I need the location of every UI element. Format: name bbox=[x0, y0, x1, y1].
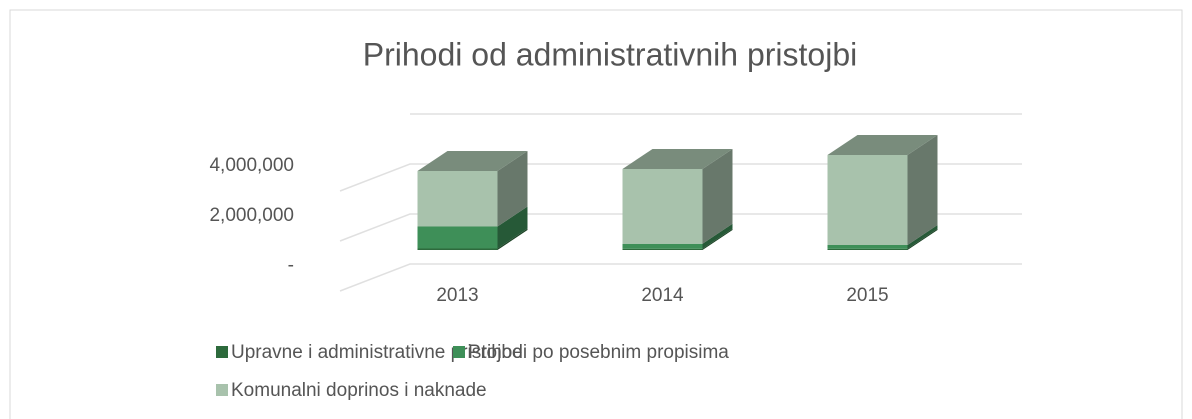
bar-side bbox=[702, 223, 733, 249]
legend-swatch bbox=[453, 346, 465, 358]
x-tick-label: 2013 bbox=[436, 285, 478, 306]
y-tick-label: 4,000,000 bbox=[209, 155, 294, 176]
bar-top bbox=[417, 151, 528, 171]
x-tick-label: 2015 bbox=[846, 285, 888, 306]
bar-side bbox=[702, 149, 733, 244]
legend-label: Komunalni doprinos i naknade bbox=[231, 380, 487, 401]
legend-swatch bbox=[216, 384, 228, 396]
bar-side bbox=[907, 228, 938, 250]
grid-line bbox=[339, 263, 1022, 292]
bar-side bbox=[497, 151, 528, 227]
bar-segment bbox=[417, 226, 498, 249]
bar-segment bbox=[622, 169, 703, 244]
legend-label: Prihodi po posebnim propisima bbox=[468, 342, 729, 363]
bar-segment bbox=[622, 248, 703, 250]
bar-segment bbox=[417, 248, 498, 250]
y-tick-label: 2,000,000 bbox=[209, 205, 294, 226]
bar-top bbox=[827, 135, 938, 155]
legend-label: Upravne i administrativne pristojbe bbox=[231, 342, 522, 363]
bar-top bbox=[622, 149, 733, 169]
chart-title: Prihodi od administrativnih pristojbi bbox=[363, 36, 857, 72]
grid-line bbox=[339, 163, 1022, 192]
bar-segment bbox=[827, 248, 908, 250]
bar-segment bbox=[417, 171, 498, 227]
bar-side bbox=[907, 135, 938, 245]
x-tick-label: 2014 bbox=[641, 285, 684, 306]
bar-side bbox=[702, 228, 733, 250]
bar-side bbox=[497, 228, 528, 250]
bar-segment bbox=[827, 155, 908, 245]
bar-side bbox=[497, 206, 528, 249]
grid-line bbox=[339, 213, 1022, 242]
bar-side bbox=[907, 225, 938, 249]
legend-swatch bbox=[216, 346, 228, 358]
bar-segment bbox=[827, 245, 908, 249]
y-tick-label: - bbox=[288, 255, 294, 276]
bar-segment bbox=[622, 243, 703, 249]
